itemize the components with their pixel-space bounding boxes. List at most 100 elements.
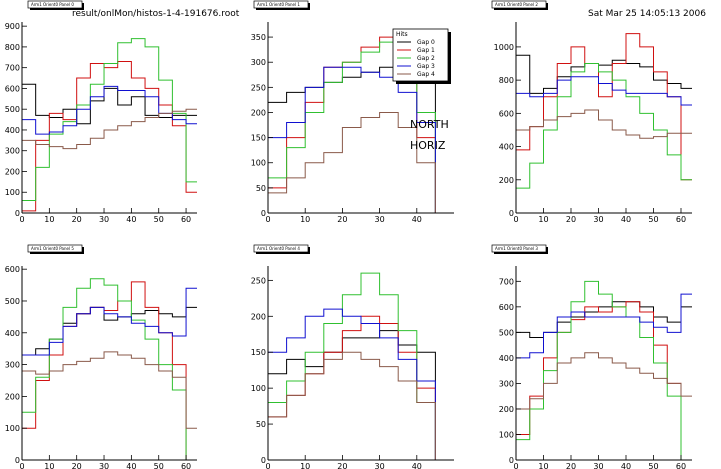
- y-tick-label: 600: [499, 303, 514, 312]
- y-tick-label: 200: [499, 176, 514, 185]
- y-tick-label: 150: [251, 134, 266, 143]
- y-tick-label: 200: [499, 405, 514, 414]
- histogram-gap4: [515, 352, 692, 460]
- y-tick-label: 100: [5, 188, 20, 197]
- histogram-gap2: [267, 272, 454, 461]
- x-tick-label: 60: [181, 462, 191, 469]
- timestamp: Sat Mar 25 14:05:13 2006: [588, 9, 706, 19]
- x-tick-label: 20: [72, 462, 82, 469]
- y-tick-label: 500: [499, 328, 514, 337]
- y-tick-label: 800: [499, 76, 514, 85]
- x-tick-label: 30: [375, 215, 385, 224]
- histogram-gap3: [515, 76, 692, 213]
- root-filename: result/onlMon/histos-1-4-191676.root: [72, 9, 240, 19]
- y-tick-label: 200: [251, 312, 266, 321]
- y-tick-label: 0: [509, 456, 514, 465]
- panel-title-box: [491, 0, 547, 9]
- y-tick-label: 100: [499, 430, 514, 439]
- x-tick-label: 0: [265, 215, 270, 224]
- histogram-gap3: [267, 308, 454, 461]
- y-tick-label: 700: [499, 277, 514, 286]
- y-tick-label: 400: [499, 354, 514, 363]
- y-tick-label: 900: [5, 22, 20, 31]
- histogram-gap4: [267, 351, 454, 461]
- legend-entry-gap4: Gap 4: [417, 71, 435, 78]
- y-tick-label: 100: [5, 424, 20, 433]
- x-tick-label: 0: [19, 462, 24, 469]
- y-tick-label: 600: [5, 265, 20, 274]
- x-tick-label: 30: [99, 462, 109, 469]
- x-tick-label: 40: [621, 215, 631, 224]
- x-tick-label: 50: [648, 215, 658, 224]
- histogram-gap0: [515, 54, 692, 213]
- histogram-gap3: [515, 293, 692, 460]
- y-tick-label: 400: [5, 329, 20, 338]
- y-tick-label: 50: [256, 420, 266, 429]
- panel-title-box: [253, 244, 309, 253]
- x-tick-label: 60: [676, 462, 686, 469]
- x-tick-label: 20: [72, 215, 82, 224]
- panel-title: Arm1 Orient0 Panel 3: [495, 246, 538, 251]
- y-tick-label: 700: [5, 64, 20, 73]
- x-tick-label: 0: [265, 462, 270, 469]
- y-tick-label: 250: [251, 276, 266, 285]
- histogram-gap1: [515, 33, 692, 213]
- x-tick-label: 40: [412, 462, 422, 469]
- histogram-gap4: [267, 111, 454, 214]
- x-tick-label: 40: [621, 462, 631, 469]
- x-tick-label: 10: [538, 215, 548, 224]
- y-tick-label: 600: [5, 84, 20, 93]
- x-tick-label: 0: [513, 462, 518, 469]
- histogram-gap2: [21, 38, 197, 213]
- legend-entry-gap2: Gap 2: [417, 55, 435, 62]
- x-tick-label: 10: [44, 462, 54, 469]
- histogram-gap4: [21, 108, 197, 213]
- histogram-gap3: [267, 66, 454, 214]
- y-tick-label: 800: [5, 43, 20, 52]
- y-tick-label: 300: [499, 379, 514, 388]
- y-tick-label: 50: [256, 184, 266, 193]
- x-tick-label: 40: [126, 462, 136, 469]
- x-tick-label: 0: [513, 215, 518, 224]
- legend-box: [392, 28, 449, 82]
- legend-entry-gap0: Gap 0: [417, 39, 435, 46]
- x-tick-label: 50: [154, 215, 164, 224]
- x-tick-label: 40: [412, 215, 422, 224]
- histogram-gap4: [515, 109, 692, 213]
- histogram-gap0: [21, 83, 197, 213]
- orientation-label-horiz: HORIZ: [410, 139, 446, 152]
- y-tick-label: 150: [251, 348, 266, 357]
- x-tick-label: 10: [538, 462, 548, 469]
- histogram-gap4: [21, 351, 197, 460]
- histogram-gap0: [515, 301, 692, 460]
- panel-title-box: [253, 0, 309, 9]
- x-tick-label: 10: [44, 215, 54, 224]
- y-tick-label: 0: [15, 209, 20, 218]
- x-tick-label: 20: [337, 462, 347, 469]
- x-tick-label: 60: [676, 215, 686, 224]
- x-tick-label: 0: [19, 215, 24, 224]
- legend-title: Hits: [396, 31, 408, 38]
- panel-title: Arm1 Orient0 Panel 1: [257, 2, 300, 7]
- legend-entry-gap3: Gap 3: [417, 63, 435, 70]
- y-tick-label: 100: [251, 384, 266, 393]
- panel-title-box: [27, 244, 83, 253]
- x-tick-label: 60: [181, 215, 191, 224]
- legend-entry-gap1: Gap 1: [417, 47, 435, 54]
- y-tick-label: 1000: [494, 43, 514, 52]
- x-tick-label: 20: [566, 215, 576, 224]
- x-tick-label: 50: [648, 462, 658, 469]
- x-tick-label: 20: [337, 215, 347, 224]
- histogram-gap1: [21, 60, 197, 213]
- x-tick-label: 30: [593, 215, 603, 224]
- histogram-gap1: [515, 301, 692, 461]
- x-tick-label: 30: [99, 215, 109, 224]
- x-tick-label: 40: [126, 215, 136, 224]
- y-tick-label: 300: [251, 58, 266, 67]
- histogram-gap2: [515, 280, 692, 461]
- histogram-gap0: [21, 306, 197, 460]
- y-tick-label: 300: [5, 361, 20, 370]
- y-tick-label: 200: [251, 108, 266, 117]
- y-tick-label: 200: [5, 392, 20, 401]
- y-tick-label: 500: [5, 105, 20, 114]
